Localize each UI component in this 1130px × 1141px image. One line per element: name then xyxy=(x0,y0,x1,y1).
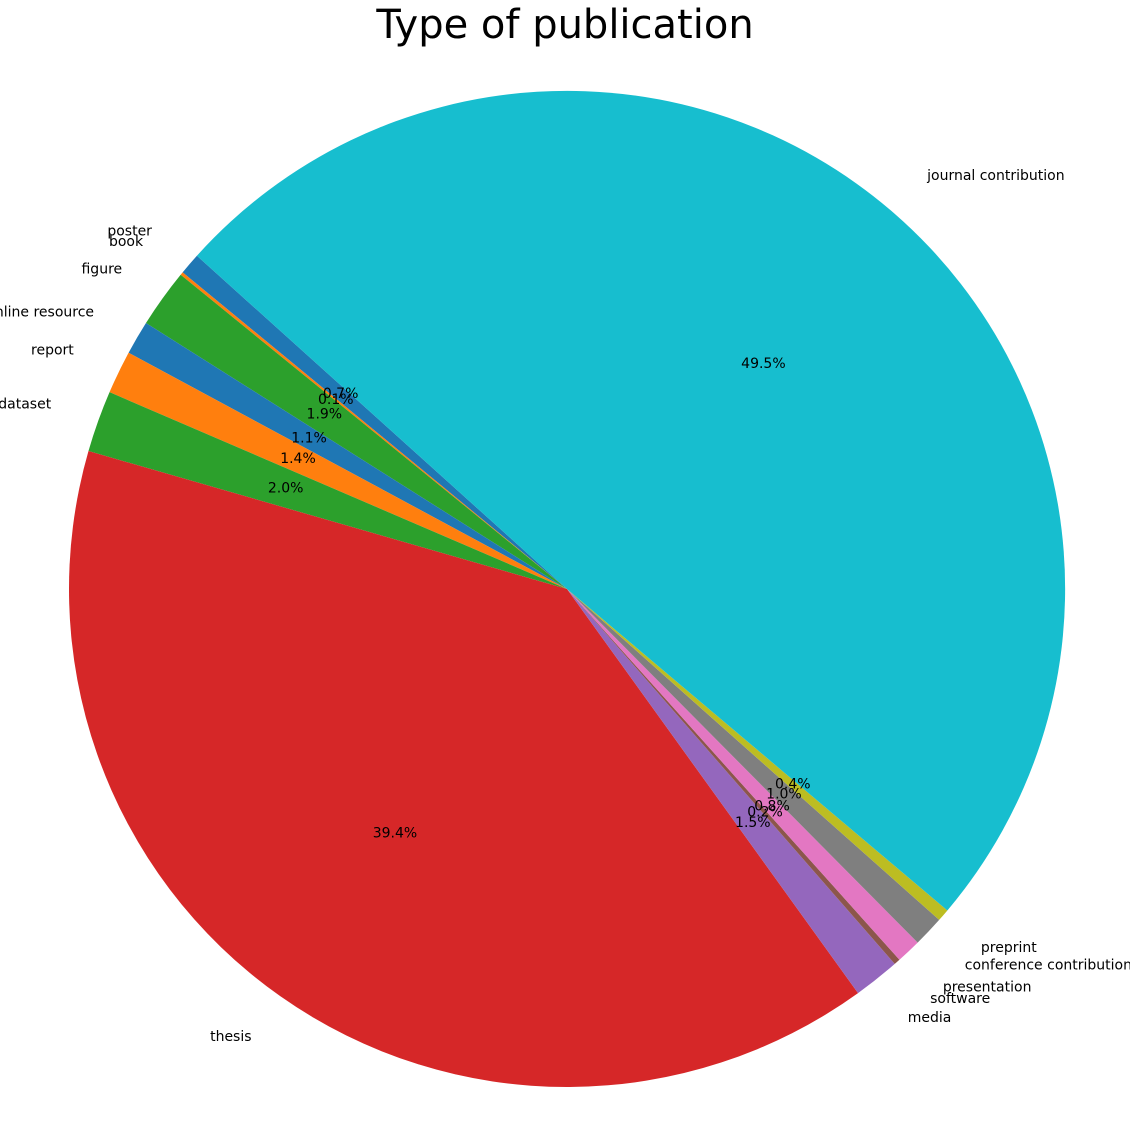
pct-label-software: 0.2% xyxy=(747,805,783,821)
chart-title: Type of publication xyxy=(376,2,754,48)
percentage-labels: 0.7%0.1%1.9% 1.1% 1.4% 2.0% 39.4% 1.5%0.2%0.8… xyxy=(268,356,811,841)
pct-label-preprint: 0.4% xyxy=(775,777,811,793)
category-label-book: book xyxy=(109,234,144,250)
pct-label-dataset: 2.0% xyxy=(268,480,304,496)
pie-slice-media xyxy=(567,589,895,994)
pie-slice-figure xyxy=(145,274,567,589)
category-label-journal-contribution: journal contribution xyxy=(926,168,1064,184)
pct-label-media: 1.5% xyxy=(735,815,771,831)
pct-label-book: 0.1% xyxy=(318,392,354,408)
category-label-figure: figure xyxy=(81,261,122,277)
pie-slice-preprint xyxy=(567,589,948,920)
pie-slices xyxy=(68,90,1066,1088)
pct-label-thesis: 39.4% xyxy=(373,825,417,841)
pie-slice-software xyxy=(567,589,900,964)
category-label-report: report xyxy=(31,343,74,359)
pie-slice-book xyxy=(180,272,567,589)
pct-label-presentation: 0.8% xyxy=(754,798,790,814)
pie-slice-journal-contribution xyxy=(196,90,1066,911)
pct-label-conference-contribution: 1.0% xyxy=(766,786,802,802)
pct-label-journal-contribution: 49.5% xyxy=(741,356,785,372)
category-label-software: software xyxy=(930,991,990,1007)
pie-slice-presentation xyxy=(567,589,918,960)
category-label-presentation: presentation xyxy=(943,980,1032,996)
category-label-poster: poster xyxy=(107,223,152,239)
category-label-dataset: dataset xyxy=(0,397,52,413)
category-label-online-resource: online resource xyxy=(0,305,94,321)
category-label-conference-contribution: conference contribution xyxy=(965,958,1130,974)
pct-label-online-resource: 1.1% xyxy=(291,430,327,446)
category-label-media: media xyxy=(908,1010,952,1026)
pct-label-figure: 1.9% xyxy=(307,407,343,423)
pie-slice-poster xyxy=(182,255,567,589)
pct-label-poster: 0.7% xyxy=(323,386,359,402)
category-label-thesis: thesis xyxy=(210,1029,251,1045)
pct-label-report: 1.4% xyxy=(280,451,316,467)
pie-slice-report xyxy=(109,352,567,589)
pie-slice-dataset xyxy=(88,392,567,589)
pie-slice-online-resource xyxy=(128,323,567,589)
pie-slice-conference-contribution xyxy=(567,589,940,943)
pie-slice-thesis xyxy=(68,451,859,1088)
category-label-preprint: preprint xyxy=(981,940,1037,956)
